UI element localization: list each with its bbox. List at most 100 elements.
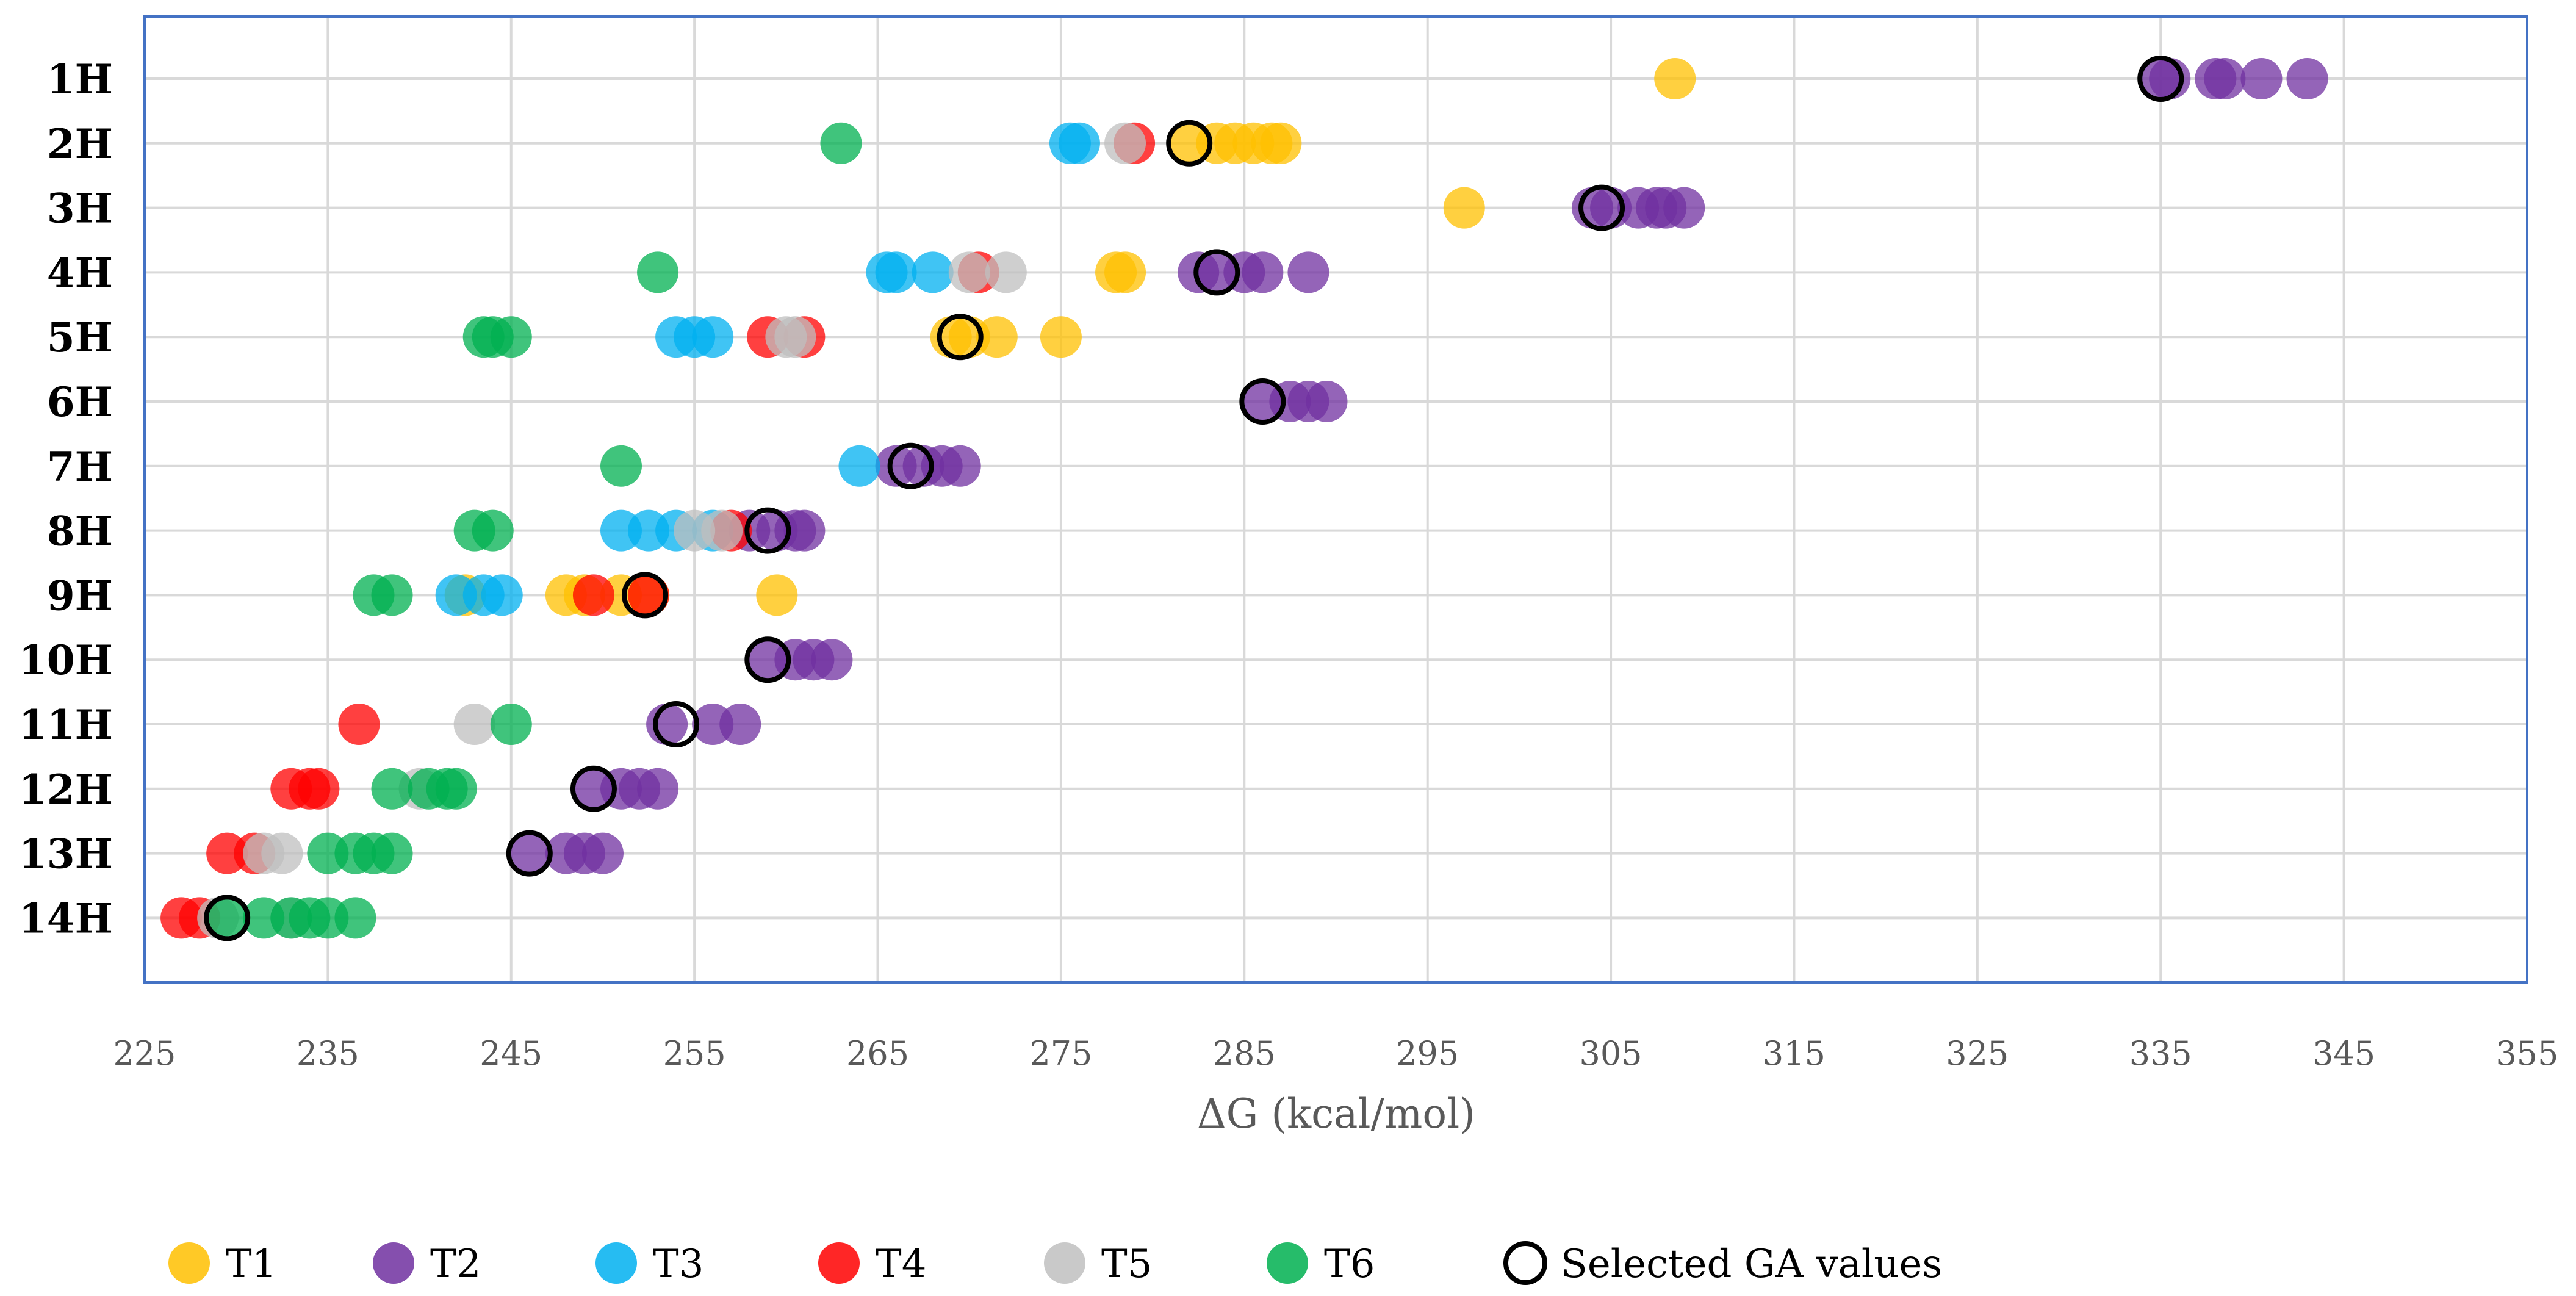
selected-ga-marker <box>937 314 984 361</box>
point-t3 <box>692 316 734 358</box>
point-t2 <box>939 445 981 487</box>
point-t1 <box>1104 251 1146 293</box>
y-tick-label: 14H <box>19 895 113 942</box>
y-tick-label: 7H <box>47 443 113 491</box>
point-t6 <box>435 768 477 810</box>
x-tick-label: 335 <box>2129 1034 2192 1073</box>
point-t5 <box>948 251 990 293</box>
x-tick-label: 355 <box>2495 1034 2558 1073</box>
point-t5 <box>1104 122 1146 164</box>
x-tick-label: 255 <box>663 1034 726 1073</box>
point-t1 <box>756 574 798 616</box>
plot-border <box>143 15 2528 984</box>
legend-label: T3 <box>653 1242 703 1287</box>
point-t5 <box>453 704 495 745</box>
legend-marker-selected <box>1503 1241 1547 1285</box>
point-t2 <box>1306 381 1348 422</box>
point-t6 <box>637 251 679 293</box>
point-t3 <box>875 251 917 293</box>
selected-ga-marker <box>1578 184 1625 231</box>
x-tick-label: 305 <box>1580 1034 1642 1073</box>
point-t2 <box>2149 58 2191 99</box>
point-t6 <box>490 316 532 358</box>
point-t2 <box>1287 251 1329 293</box>
y-tick-label: 6H <box>47 378 113 426</box>
x-tick-label: 235 <box>297 1034 359 1073</box>
y-tick-label: 12H <box>19 766 113 813</box>
point-t3 <box>481 574 523 616</box>
point-t6 <box>600 445 642 487</box>
point-t2 <box>2240 58 2283 99</box>
point-t2 <box>783 509 826 552</box>
point-t3 <box>912 251 954 293</box>
point-t2 <box>1242 251 1284 293</box>
selected-ga-marker <box>622 572 669 619</box>
point-t1 <box>976 316 1018 358</box>
legend-marker-t4 <box>818 1242 860 1284</box>
point-t6 <box>371 768 413 810</box>
legend-marker-t2 <box>373 1242 414 1284</box>
x-tick-label: 225 <box>113 1034 176 1073</box>
y-tick-label: 8H <box>47 508 113 555</box>
x-tick-label: 295 <box>1396 1034 1459 1073</box>
point-t5 <box>261 832 303 874</box>
point-t5 <box>774 316 816 358</box>
point-t2 <box>2286 58 2328 99</box>
x-tick-label: 325 <box>1946 1034 2009 1073</box>
point-t1 <box>1654 58 1696 99</box>
legend-marker-t5 <box>1044 1242 1085 1284</box>
point-t4 <box>628 574 670 616</box>
y-tick-label: 5H <box>47 314 113 361</box>
data-points <box>160 56 2328 941</box>
selected-ga-marker <box>653 701 700 747</box>
legend-marker-t3 <box>595 1242 637 1284</box>
point-t2 <box>811 639 853 681</box>
point-t4 <box>338 704 380 745</box>
legend-label: Selected GA values <box>1561 1242 1942 1287</box>
point-t4 <box>298 768 340 810</box>
point-t2 <box>508 832 550 874</box>
x-axis-title: ΔG (kcal/mol) <box>1197 1090 1475 1137</box>
selected-ga-marker <box>887 442 934 489</box>
y-tick-label: 11H <box>19 701 113 749</box>
point-t1 <box>1260 122 1302 164</box>
point-t2 <box>1663 187 1705 229</box>
point-t2 <box>581 832 624 874</box>
legend-marker-t1 <box>168 1242 210 1284</box>
selected-ga-marker <box>506 830 553 877</box>
x-tick-label: 345 <box>2312 1034 2375 1073</box>
legend-label: T6 <box>1324 1242 1375 1287</box>
point-t6 <box>490 704 532 745</box>
point-t2 <box>637 768 679 810</box>
legend-label: T2 <box>430 1242 481 1287</box>
selected-ga-marker <box>1239 378 1286 425</box>
x-tick-label: 275 <box>1029 1034 1092 1073</box>
point-t3 <box>838 445 880 487</box>
y-tick-label: 13H <box>19 830 113 878</box>
selected-ga-marker <box>744 636 791 683</box>
point-t5 <box>985 251 1027 293</box>
y-tick-label: 4H <box>47 249 113 297</box>
selected-ga-marker <box>1166 120 1213 167</box>
point-t3 <box>1058 122 1100 164</box>
grid <box>143 16 2528 982</box>
point-t6 <box>206 897 248 939</box>
selected-ga-marker <box>570 765 617 812</box>
legend-label: T4 <box>876 1242 926 1287</box>
point-t2 <box>2204 58 2246 99</box>
x-tick-label: 265 <box>846 1034 909 1073</box>
y-tick-label: 1H <box>47 56 113 103</box>
point-t6 <box>371 832 413 874</box>
point-t6 <box>820 122 862 164</box>
point-t2 <box>719 704 761 745</box>
point-t5 <box>701 509 743 552</box>
point-t2 <box>646 704 688 745</box>
y-tick-label: 2H <box>47 120 113 168</box>
y-tick-label: 9H <box>47 572 113 619</box>
legend-label: T1 <box>226 1242 276 1287</box>
x-tick-label: 285 <box>1213 1034 1276 1073</box>
y-axis-labels: 1H 2H 3H 4H 5H 6H 7H 8H 9H 10H 11H 12H 13H 14H <box>19 56 113 942</box>
point-t1 <box>1443 187 1485 229</box>
selected-ga-marker <box>744 507 791 554</box>
